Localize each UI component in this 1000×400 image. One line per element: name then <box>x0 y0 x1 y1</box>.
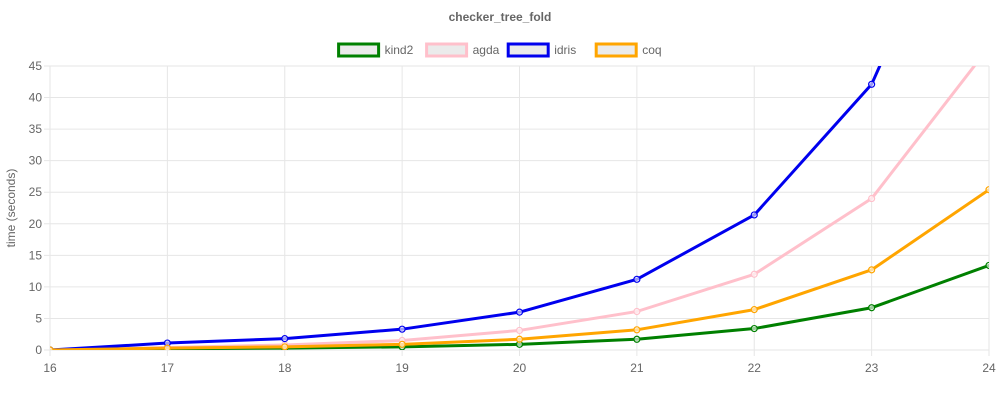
legend-label: idris <box>554 43 576 57</box>
data-point-coq <box>281 343 289 350</box>
data-point-coq <box>50 346 54 350</box>
legend-label: agda <box>473 43 500 57</box>
x-tick-label: 16 <box>43 361 57 375</box>
y-tick-label: 35 <box>29 122 43 136</box>
data-point-idris <box>633 275 641 283</box>
x-gridlines <box>49 66 990 356</box>
data-point-agda <box>986 44 992 50</box>
data-point-coq <box>163 344 171 350</box>
data-point-agda <box>750 270 758 278</box>
x-axis-ticks: 16 17 18 19 20 21 22 23 24 <box>43 361 996 375</box>
data-point-kind2 <box>750 324 758 333</box>
legend-label: coq <box>642 43 661 57</box>
data-point-coq <box>515 335 524 343</box>
legend-swatch <box>506 42 550 58</box>
series-idris <box>50 66 882 350</box>
y-axis-label: time (seconds) <box>4 169 18 248</box>
data-point-coq <box>750 306 758 314</box>
chart-title: checker_tree_fold <box>449 10 552 24</box>
data-point-kind2 <box>868 304 876 312</box>
data-point-agda <box>633 307 641 316</box>
data-point-agda <box>515 326 524 335</box>
legend-item-kind2[interactable]: kind2 <box>337 42 414 58</box>
data-point-coq <box>868 266 876 274</box>
x-tick-label: 17 <box>161 361 175 375</box>
legend-swatch <box>425 42 469 58</box>
legend-item-idris[interactable]: idris <box>506 42 576 58</box>
y-tick-label: 20 <box>29 217 43 231</box>
series-coq <box>50 186 989 350</box>
data-point-kind2 <box>985 261 989 270</box>
x-tick-label: 19 <box>395 361 409 375</box>
legend-item-agda[interactable]: agda <box>425 42 500 58</box>
x-tick-label: 20 <box>513 361 527 375</box>
y-tick-label: 15 <box>29 248 43 262</box>
data-point-idris <box>398 325 406 333</box>
legend: kind2 agda idris coq <box>337 42 662 58</box>
x-tick-label: 18 <box>278 361 292 375</box>
y-axis-ticks: 0 5 10 15 20 25 30 35 40 45 <box>29 59 43 357</box>
y-tick-label: 40 <box>29 91 43 105</box>
data-point-agda <box>868 194 876 203</box>
y-tick-label: 30 <box>29 154 43 168</box>
data-point-kind2 <box>633 335 641 343</box>
x-tick-label: 21 <box>630 361 644 375</box>
data-point-coq <box>633 326 641 334</box>
data-point-coq <box>985 186 989 194</box>
y-tick-label: 25 <box>29 185 43 199</box>
data-point-idris <box>281 335 289 343</box>
y-gridlines <box>44 65 989 351</box>
y-tick-label: 10 <box>29 280 43 294</box>
x-tick-label: 24 <box>982 361 996 375</box>
legend-swatch <box>594 42 638 58</box>
y-tick-label: 0 <box>35 343 42 357</box>
y-tick-label: 5 <box>35 311 42 325</box>
legend-swatch <box>337 42 381 58</box>
data-point-coq <box>398 340 406 348</box>
x-tick-label: 23 <box>865 361 879 375</box>
data-point-idris <box>515 308 524 316</box>
data-point-idris <box>750 211 758 219</box>
legend-item-coq[interactable]: coq <box>594 42 662 58</box>
legend-label: kind2 <box>385 43 414 57</box>
x-tick-label: 22 <box>748 361 762 375</box>
series-layer <box>50 44 992 350</box>
y-tick-label: 45 <box>29 59 43 73</box>
data-point-idris <box>868 80 876 88</box>
